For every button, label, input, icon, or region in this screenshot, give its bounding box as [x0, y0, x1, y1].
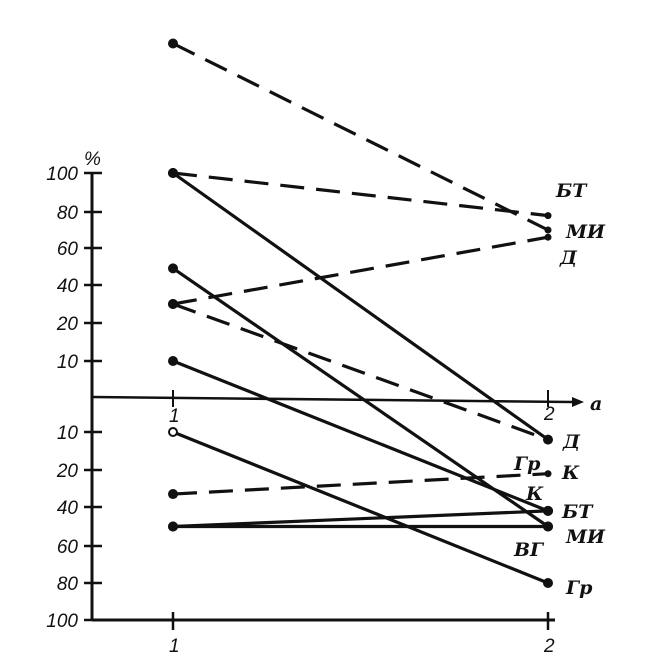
zero-tick-label: 2	[543, 404, 555, 425]
y-tick-label: 10	[57, 352, 79, 373]
data-point	[543, 521, 553, 532]
data-point	[544, 470, 552, 478]
y-tick-label: 20	[56, 314, 79, 335]
data-point	[168, 356, 178, 366]
y-tick-label: 10	[57, 423, 79, 444]
data-point	[168, 263, 178, 274]
data-point	[544, 212, 552, 220]
series-line-solid	[172, 359, 549, 513]
data-point	[544, 226, 552, 234]
point-label: Гр	[565, 577, 593, 599]
data-point	[168, 489, 178, 500]
series-line-dashed	[172, 235, 549, 306]
y-tick-label: 80	[57, 574, 79, 595]
series-line-solid	[172, 430, 549, 585]
series-line-solid	[172, 267, 549, 528]
data-point	[544, 233, 552, 241]
data-point	[168, 427, 178, 437]
data-point	[168, 38, 178, 49]
point-label: БТ	[555, 180, 588, 202]
zero-tick-label: 1	[169, 406, 180, 427]
series-line-dashed	[172, 171, 549, 218]
axes: a% 100 80 60 40 20 10 10 20 40 60 80 100 1 1 2 2	[46, 149, 602, 657]
data-point	[543, 578, 553, 588]
data-point	[168, 521, 178, 532]
x-tick-label: 1	[169, 636, 180, 657]
y-tick-label: 100	[46, 164, 78, 185]
point-label: К	[561, 462, 580, 484]
series-line-solid	[172, 509, 549, 529]
series-line-dashed	[172, 42, 549, 232]
y-tick-label: 80	[57, 203, 79, 224]
data-point	[168, 299, 178, 309]
series-line-dashed	[172, 302, 549, 442]
zero-line	[91, 395, 573, 404]
y-tick-label: 40	[57, 276, 79, 297]
point-label: МИ	[565, 526, 606, 548]
y-tick-label: 40	[57, 498, 79, 519]
point-label: ВГ	[513, 539, 545, 561]
series-line-solid	[172, 171, 549, 441]
x-tick-label: 2	[543, 636, 555, 657]
data-point	[543, 505, 553, 516]
data-point	[543, 434, 553, 445]
y-tick-label: 100	[46, 611, 78, 632]
y-tick-label: 20	[56, 461, 79, 482]
point-label: Д	[562, 431, 581, 453]
point-label: БТ	[561, 501, 594, 523]
series-line-dashed	[172, 472, 549, 496]
data-point	[168, 168, 178, 178]
point-label: К	[525, 483, 544, 505]
chart-marks: БТ МИ Д Д Гр КК БТ МИ ВГ Гр	[168, 38, 606, 599]
y-tick-label: 60	[57, 239, 79, 260]
point-label: Гр	[513, 453, 541, 475]
x-axis-label: a	[590, 393, 602, 415]
y-tick-label: 60	[57, 537, 79, 558]
arrow-icon	[572, 397, 584, 407]
y-unit-label: %	[84, 149, 101, 170]
point-label: МИ	[565, 221, 606, 243]
point-label: Д	[559, 247, 578, 269]
